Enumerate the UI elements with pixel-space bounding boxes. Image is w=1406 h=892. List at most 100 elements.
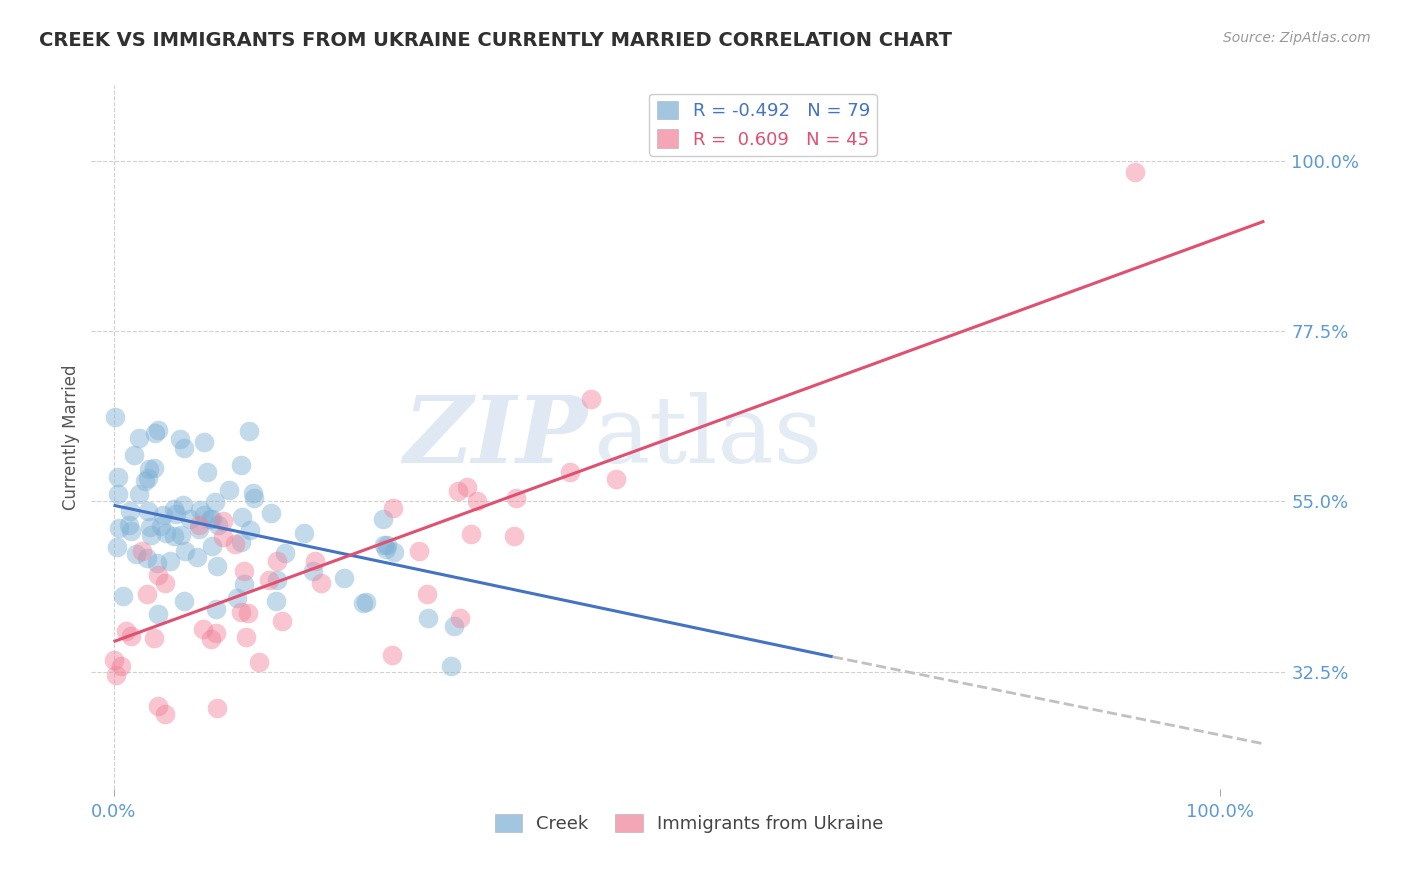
Point (165, 507, 187, 521)
Point (105, 667, 128, 681)
Point (146, 567, 169, 582)
Point (247, 655, 270, 669)
Point (238, 424, 260, 438)
Point (229, 534, 252, 549)
Point (186, 549, 208, 564)
Point (122, 448, 145, 462)
Point (141, 527, 163, 541)
Y-axis label: Currently Married: Currently Married (62, 364, 80, 510)
Point (191, 622, 214, 636)
Point (270, 615, 292, 629)
Point (560, 465, 582, 479)
Point (218, 483, 240, 497)
Point (456, 480, 478, 494)
Point (375, 538, 398, 552)
Point (163, 529, 186, 543)
Point (233, 564, 256, 578)
Point (231, 510, 253, 524)
Point (173, 594, 195, 608)
Point (239, 523, 262, 537)
Point (173, 441, 195, 455)
Legend: Creek, Immigrants from Ukraine: Creek, Immigrants from Ukraine (488, 806, 890, 840)
Point (502, 529, 524, 543)
Point (449, 611, 471, 625)
Point (198, 511, 221, 525)
Text: Source: ZipAtlas.com: Source: ZipAtlas.com (1223, 31, 1371, 45)
Point (200, 632, 222, 646)
Point (148, 607, 170, 621)
Point (110, 658, 132, 673)
Point (143, 460, 166, 475)
Point (105, 540, 128, 554)
Point (142, 632, 165, 646)
Point (605, 472, 627, 486)
Point (131, 543, 153, 558)
Point (195, 465, 218, 479)
Point (107, 486, 129, 500)
Point (172, 498, 194, 512)
Point (408, 544, 430, 558)
Point (304, 554, 326, 568)
Point (169, 433, 191, 447)
Point (115, 624, 138, 638)
Text: CREEK VS IMMIGRANTS FROM UKRAINE CURRENTLY MARRIED CORRELATION CHART: CREEK VS IMMIGRANTS FROM UKRAINE CURRENT… (39, 31, 952, 50)
Point (107, 469, 129, 483)
Point (205, 626, 228, 640)
Point (153, 707, 176, 722)
Point (235, 630, 257, 644)
Point (174, 543, 197, 558)
Point (212, 514, 235, 528)
Point (118, 504, 141, 518)
Point (135, 550, 157, 565)
Point (120, 524, 142, 538)
Point (373, 538, 395, 552)
Point (225, 591, 247, 605)
Point (581, 392, 603, 406)
Point (266, 573, 288, 587)
Point (274, 546, 297, 560)
Point (292, 525, 315, 540)
Point (136, 503, 159, 517)
Point (149, 519, 172, 533)
Point (118, 517, 141, 532)
Point (170, 528, 193, 542)
Point (260, 506, 283, 520)
Point (236, 606, 259, 620)
Point (443, 619, 465, 633)
Point (190, 503, 212, 517)
Point (505, 491, 527, 506)
Point (138, 462, 160, 476)
Point (371, 512, 394, 526)
Point (384, 545, 406, 559)
Point (229, 458, 252, 472)
Point (333, 571, 356, 585)
Point (229, 605, 252, 619)
Point (148, 698, 170, 713)
Point (134, 474, 156, 488)
Point (447, 483, 470, 498)
Point (205, 601, 228, 615)
Point (242, 486, 264, 500)
Point (146, 556, 169, 570)
Point (381, 648, 404, 662)
Point (211, 530, 233, 544)
Point (1123, 165, 1146, 179)
Point (128, 431, 150, 445)
Point (163, 501, 186, 516)
Point (188, 517, 211, 532)
Point (153, 575, 176, 590)
Point (179, 512, 201, 526)
Point (309, 575, 332, 590)
Point (205, 700, 228, 714)
Point (120, 629, 142, 643)
Point (204, 495, 226, 509)
Point (224, 536, 246, 550)
Point (128, 487, 150, 501)
Point (152, 508, 174, 522)
Point (108, 521, 131, 535)
Point (243, 491, 266, 505)
Point (103, 653, 125, 667)
Point (159, 554, 181, 568)
Point (155, 525, 177, 540)
Point (259, 573, 281, 587)
